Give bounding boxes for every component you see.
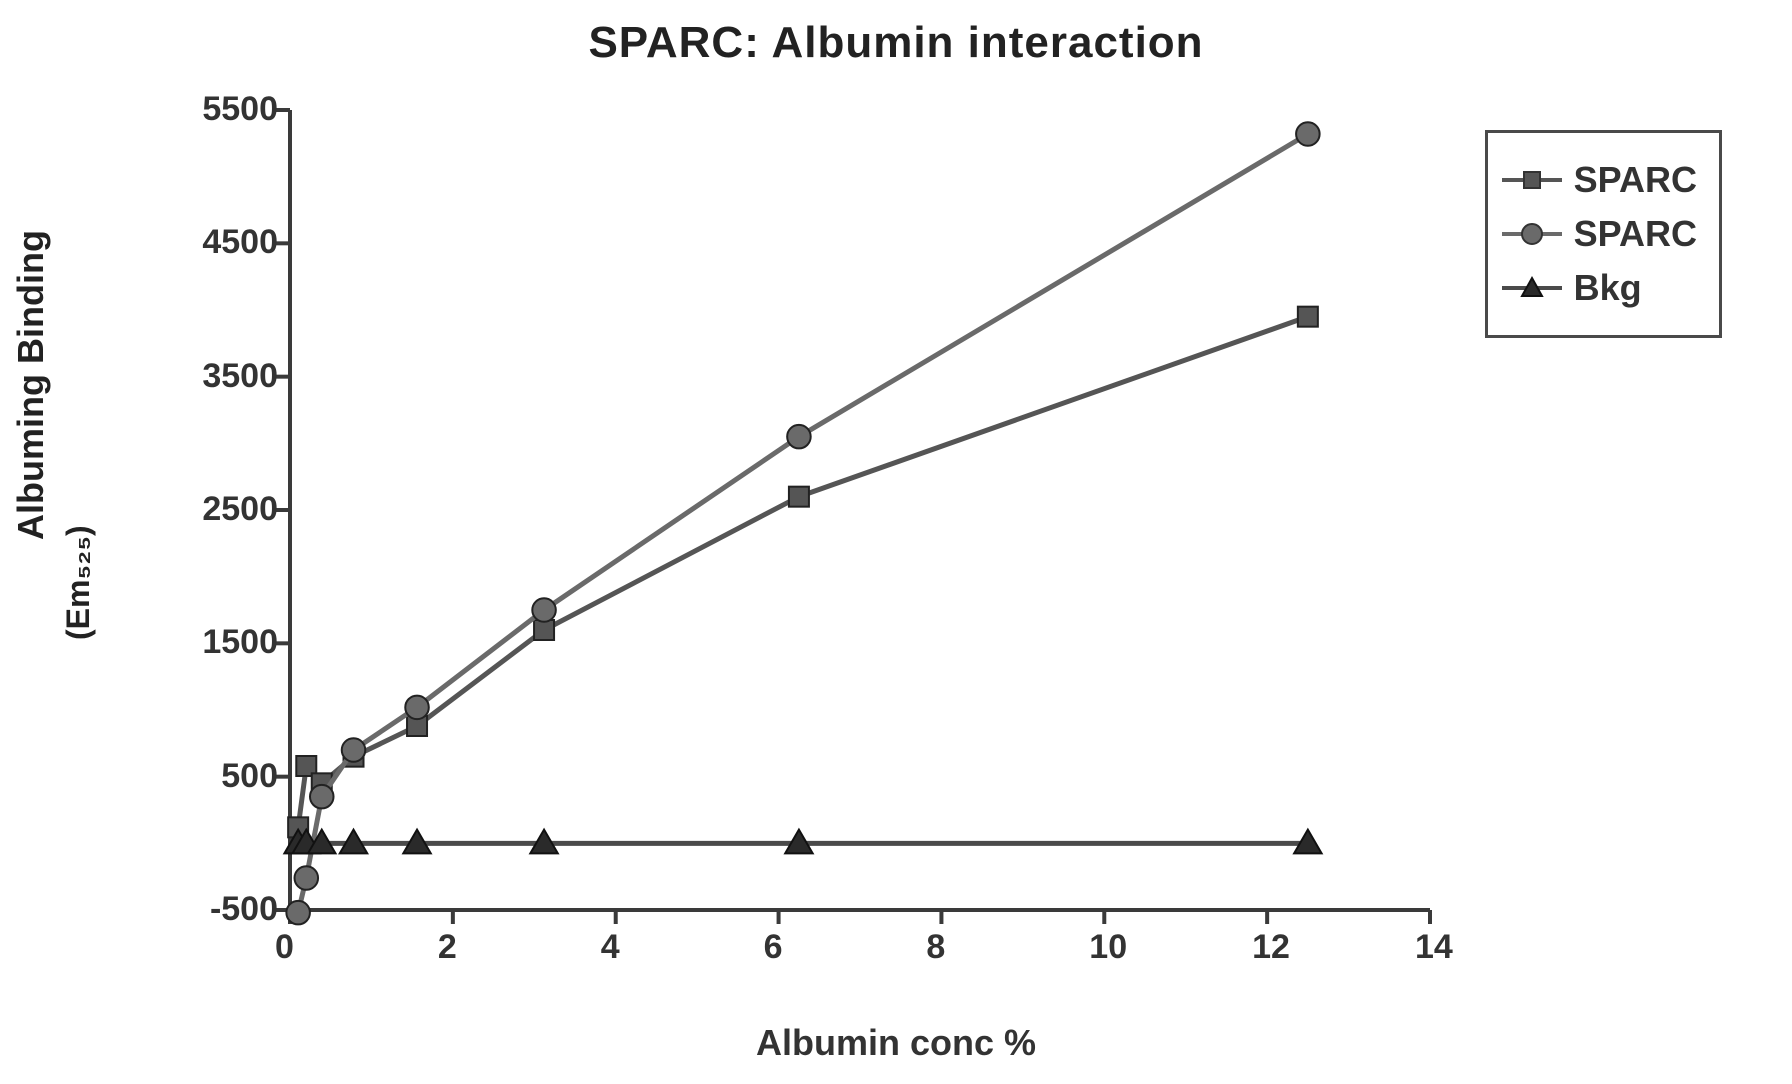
- chart-container: SPARC: Albumin interaction Albuming Bind…: [0, 0, 1792, 1084]
- x-tick-label: 14: [1415, 928, 1453, 967]
- x-tick-label: 2: [438, 928, 457, 967]
- legend-item-2: Bkg: [1502, 267, 1697, 309]
- y-tick-label: 1500: [202, 623, 278, 662]
- y-tick-label: 4500: [202, 223, 278, 262]
- x-tick-label: 12: [1252, 928, 1290, 967]
- plot-svg: [290, 110, 1430, 910]
- y-tick-label: 2500: [202, 490, 278, 529]
- legend-item-0: SPARC: [1502, 159, 1697, 201]
- plot-area: [290, 110, 1430, 910]
- legend-item-1: SPARC: [1502, 213, 1697, 255]
- legend-label-2: Bkg: [1574, 267, 1642, 309]
- y-axis-label: Albuming Binding: [10, 230, 52, 540]
- x-tick-label: 8: [926, 928, 945, 967]
- y-tick-label: 5500: [202, 90, 278, 129]
- x-tick-label: 6: [764, 928, 783, 967]
- legend-label-1: SPARC: [1574, 213, 1697, 255]
- legend-marker-triangle-icon: [1502, 268, 1562, 308]
- x-tick-label: 10: [1089, 928, 1127, 967]
- legend: SPARC SPARC Bkg: [1485, 130, 1722, 338]
- chart-title: SPARC: Albumin interaction: [0, 18, 1792, 68]
- x-tick-label: 0: [275, 928, 294, 967]
- legend-label-0: SPARC: [1574, 159, 1697, 201]
- y-tick-label: 3500: [202, 357, 278, 396]
- x-axis-label: Albumin conc %: [0, 1022, 1792, 1064]
- x-tick-label: 4: [601, 928, 620, 967]
- legend-marker-square-icon: [1502, 160, 1562, 200]
- y-tick-label: 500: [221, 757, 278, 796]
- y-tick-label: -500: [210, 890, 278, 929]
- y-axis-sublabel: (Em₅₂₅): [60, 525, 97, 640]
- legend-marker-circle-icon: [1502, 214, 1562, 254]
